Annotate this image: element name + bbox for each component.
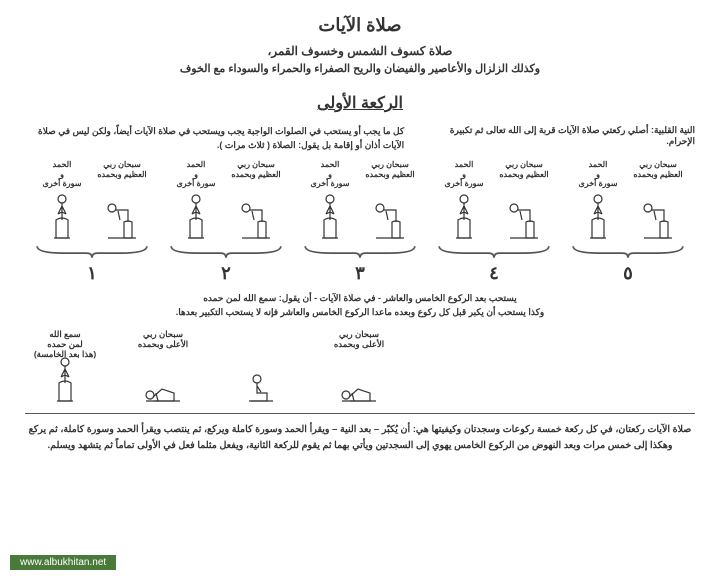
sit-col	[221, 329, 301, 403]
sajda1-col: سبحان ربيالأعلى وبحمده	[123, 329, 203, 403]
num-2: ٢	[167, 263, 285, 284]
intro-rules: كل ما يجب أو يستحب في الصلوات الواجبة يج…	[25, 125, 404, 152]
mid-note-1: يستحب بعد الركوع الخامس والعاشر - في صلا…	[25, 292, 695, 306]
sajda-label: سبحان ربيالأعلى وبحمده	[138, 329, 188, 361]
ruku-unit-2: الحمدوسورة أخرى سبحان ربيالعظيم وبحمده	[167, 160, 285, 240]
brace-icon	[435, 244, 553, 260]
standing-icon	[454, 194, 474, 240]
main-title: صلاة الآيات	[25, 15, 695, 36]
num-1: ١	[33, 263, 151, 284]
watermark: www.albukhitan.net	[10, 555, 116, 570]
brace-row	[25, 244, 695, 265]
standing-icon	[588, 194, 608, 240]
ruku-icon	[106, 194, 138, 240]
divider	[25, 413, 695, 414]
ruku-unit-4: الحمدوسورة أخرى سبحان ربيالعظيم وبحمده	[435, 160, 553, 240]
ruku-unit-1: الحمدوسورة أخرى سبحان ربيالعظيم وبحمده	[33, 160, 151, 240]
ruku-icon	[642, 194, 674, 240]
ruku-unit-3: الحمدوسورة أخرى سبحان ربيالعظيم وبحمده	[301, 160, 419, 240]
num-5: ٥	[569, 263, 687, 284]
subtitle-2: وكذلك الزلزال والأعاصير والفيضان والريح …	[25, 62, 695, 75]
ruku-icon	[240, 194, 272, 240]
sitting-icon	[247, 373, 275, 403]
brace-icon	[569, 244, 687, 260]
sajda2-col: سبحان ربيالأعلى وبحمده	[319, 329, 399, 403]
mid-note-2: وكذا يستحب أن يكبر قبل كل ركوع وبعده ماع…	[25, 306, 695, 320]
sajda-label-2: سبحان ربيالأعلى وبحمده	[334, 329, 384, 361]
rise-col: سمع اللهلمن حمده(هذا بعد الخامسة)	[25, 329, 105, 403]
sujood-icon	[144, 371, 182, 403]
brace-icon	[301, 244, 419, 260]
ruku-unit-5: الحمدوسورة أخرى سبحان ربيالعظيم وبحمده	[569, 160, 687, 240]
footer-description: صلاة الآيات ركعتان، في كل ركعة خمسة ركوع…	[25, 422, 695, 454]
intro-row: النية القلبية: أصلي ركعتي صلاة الآيات قر…	[25, 125, 695, 152]
brace-icon	[33, 244, 151, 260]
standing-icon	[55, 357, 75, 403]
num-4: ٤	[435, 263, 553, 284]
brace-icon	[167, 244, 285, 260]
ruku-icon	[508, 194, 540, 240]
stand-label: الحمدوسورة أخرى	[43, 160, 82, 190]
number-row: ١ ٢ ٣ ٤ ٥	[25, 263, 695, 284]
ruku-sequence: الحمدوسورة أخرى سبحان ربيالعظيم وبحمده ا…	[25, 160, 695, 240]
num-3: ٣	[301, 263, 419, 284]
ruku-label: سبحان ربيالعظيم وبحمده	[97, 160, 146, 190]
intro-niyyah: النية القلبية: أصلي ركعتي صلاة الآيات قر…	[424, 125, 695, 152]
section-title: الركعة الأولى	[25, 93, 695, 113]
standing-icon	[52, 194, 72, 240]
standing-icon	[320, 194, 340, 240]
mid-notes: يستحب بعد الركوع الخامس والعاشر - في صلا…	[25, 292, 695, 319]
subtitle-1: صلاة كسوف الشمس وخسوف القمر،	[25, 44, 695, 58]
ruku-icon	[374, 194, 406, 240]
sujood-sequence: سمع اللهلمن حمده(هذا بعد الخامسة) سبحان …	[25, 329, 695, 403]
sujood-icon	[340, 371, 378, 403]
standing-icon	[186, 194, 206, 240]
